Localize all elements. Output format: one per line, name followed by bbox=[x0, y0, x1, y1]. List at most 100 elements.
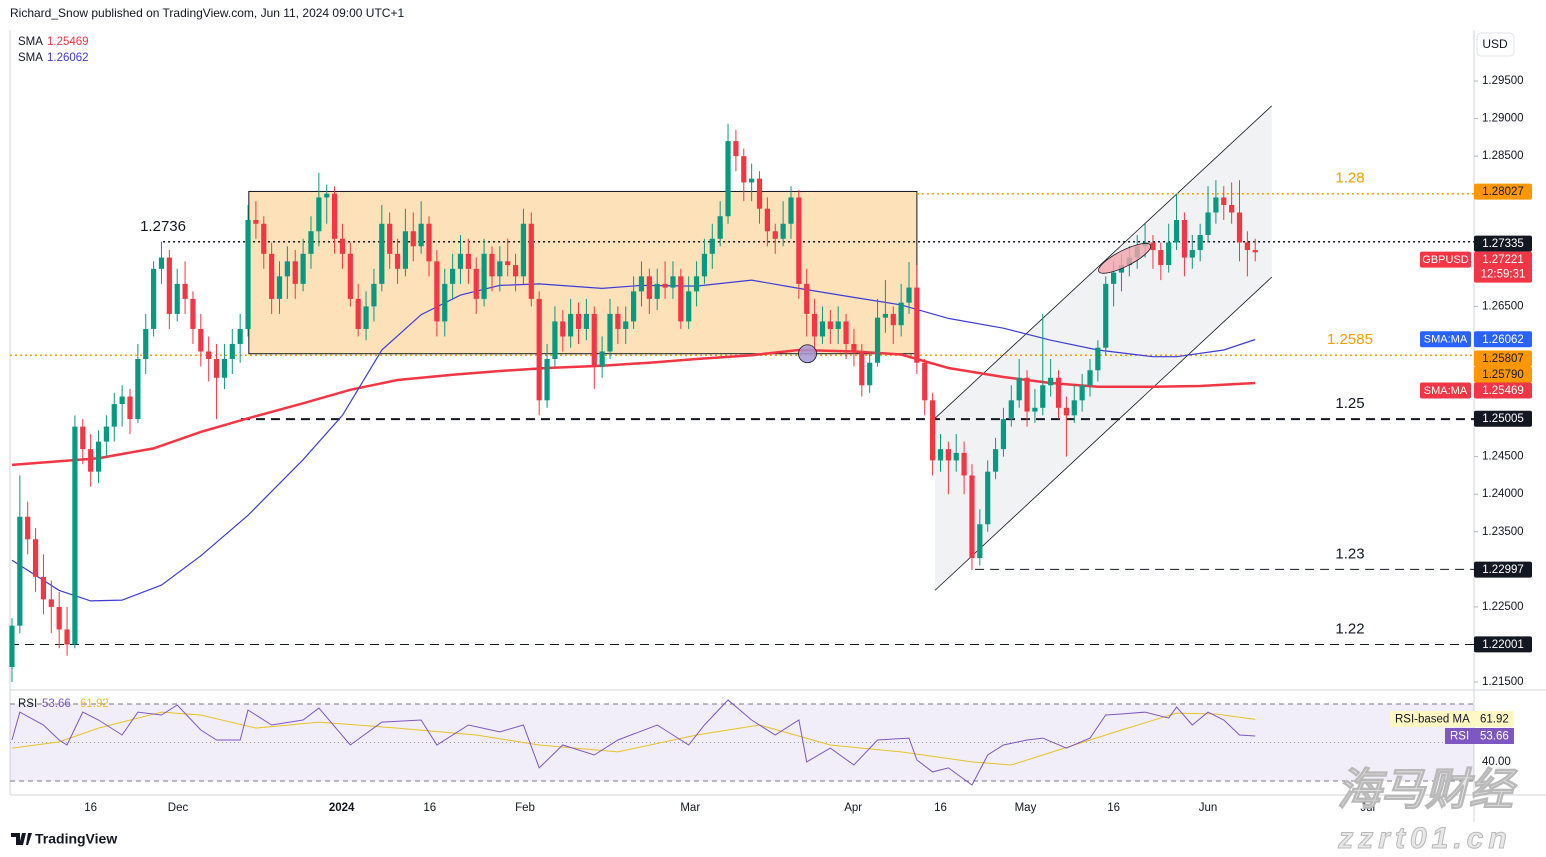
candle-body bbox=[1032, 407, 1038, 412]
candle-body bbox=[985, 471, 991, 525]
channel-line bbox=[934, 105, 1273, 419]
price-badge bbox=[1474, 382, 1532, 399]
candle-body bbox=[166, 257, 172, 314]
x-tick-label: Dec bbox=[168, 802, 189, 814]
candle-body bbox=[300, 253, 306, 284]
candle-body bbox=[1150, 242, 1156, 251]
candle-body bbox=[623, 321, 629, 329]
x-tick-label: Apr bbox=[844, 802, 862, 814]
candle-body bbox=[544, 358, 550, 401]
candle-body bbox=[961, 452, 967, 476]
candle-body bbox=[402, 231, 409, 269]
candle-body bbox=[835, 321, 841, 329]
candle-body bbox=[930, 400, 936, 461]
candle-body bbox=[111, 404, 117, 427]
candle-body bbox=[457, 253, 464, 269]
channel-fill bbox=[934, 105, 1272, 591]
candle-body bbox=[32, 539, 39, 577]
candle-body bbox=[190, 298, 196, 329]
candle-body bbox=[127, 396, 133, 420]
rsi-line bbox=[11, 699, 1256, 786]
candle-body bbox=[473, 268, 479, 299]
candle-body bbox=[1055, 377, 1062, 408]
candle-body bbox=[631, 291, 637, 322]
candle-body bbox=[442, 283, 448, 322]
rsi-legend-value: 53.66 bbox=[42, 698, 71, 710]
level-label: 1.2585 bbox=[1327, 331, 1373, 348]
currency-button[interactable] bbox=[1476, 32, 1515, 57]
price-badge bbox=[1474, 183, 1532, 200]
candle-body bbox=[756, 178, 763, 209]
candle-body bbox=[339, 238, 346, 254]
price-badge-value: 1.25807 bbox=[1482, 353, 1524, 365]
rsi-legend-ma: 61.92 bbox=[80, 698, 109, 710]
candle-body bbox=[536, 298, 542, 401]
candle-body bbox=[1024, 377, 1030, 412]
candle-body bbox=[709, 238, 715, 254]
y-tick-label: 1.23500 bbox=[1482, 526, 1524, 538]
badge-label: SMA:MA bbox=[1424, 334, 1468, 346]
rsi-badge-name: RSI bbox=[1450, 731, 1469, 743]
badge-label: GBPUSD bbox=[1422, 254, 1469, 266]
legend-value: 1.25469 bbox=[47, 36, 89, 48]
logo bbox=[11, 833, 32, 845]
candle-body bbox=[213, 358, 220, 378]
candle-body bbox=[568, 313, 574, 337]
x-tick-label: Feb bbox=[515, 802, 535, 814]
price-badge-countdown: 12:59:31 bbox=[1481, 269, 1526, 281]
candle-body bbox=[237, 328, 243, 344]
currency[interactable]: USD bbox=[1482, 37, 1508, 51]
candle-body bbox=[796, 197, 802, 284]
candle-body bbox=[292, 261, 298, 284]
candle-body bbox=[890, 313, 896, 326]
candle-body bbox=[615, 313, 621, 329]
candle-body bbox=[575, 313, 582, 329]
candle-body bbox=[88, 449, 94, 472]
candle-body bbox=[992, 449, 999, 472]
y-tick-label: 1.24500 bbox=[1482, 451, 1524, 463]
price-badge-value: 1.27221 bbox=[1482, 254, 1524, 266]
candle-body bbox=[17, 516, 23, 626]
y-tick-label: 1.29000 bbox=[1482, 113, 1524, 125]
candle-body bbox=[560, 321, 566, 337]
candle-body bbox=[308, 231, 314, 254]
candle-body bbox=[410, 231, 416, 247]
candle-body bbox=[72, 426, 78, 645]
candle-body bbox=[953, 452, 959, 461]
candle-body bbox=[48, 599, 54, 607]
candle-body bbox=[465, 253, 471, 269]
candle-body bbox=[646, 276, 652, 299]
candle-body bbox=[717, 216, 723, 239]
candle-body bbox=[158, 257, 165, 269]
candle-body bbox=[693, 276, 700, 292]
candle-body bbox=[701, 253, 708, 277]
candle-body bbox=[1229, 204, 1235, 213]
y-tick-label: 1.22500 bbox=[1482, 601, 1524, 613]
candle-body bbox=[583, 313, 589, 329]
y-tick-label: 1.29500 bbox=[1482, 75, 1524, 87]
candle-body bbox=[64, 629, 70, 645]
x-tick-label: Mar bbox=[680, 802, 700, 814]
candle-body bbox=[662, 283, 668, 288]
candle-body bbox=[25, 516, 31, 540]
x-tick-label: 2024 bbox=[329, 802, 355, 814]
y-tick-label: 1.26500 bbox=[1482, 300, 1524, 312]
candle-body bbox=[977, 524, 983, 559]
candle-body bbox=[347, 253, 353, 299]
rsi-ma-badge-box bbox=[1390, 711, 1514, 727]
candle-body bbox=[764, 208, 770, 232]
level-label: 1.23 bbox=[1335, 545, 1364, 562]
rsi-tick-label: 40.00 bbox=[1482, 756, 1511, 768]
candle-body bbox=[1071, 400, 1077, 416]
rsi-legend-name: RSI bbox=[18, 698, 37, 710]
candle-body bbox=[922, 362, 928, 401]
candle-body bbox=[363, 306, 369, 329]
candle-body bbox=[906, 287, 912, 303]
candle-body bbox=[1000, 419, 1007, 450]
candle-body bbox=[1252, 250, 1258, 253]
y-tick-label: 1.21500 bbox=[1482, 676, 1524, 688]
candle-body bbox=[819, 321, 826, 337]
level-label: 1.25 bbox=[1335, 395, 1364, 412]
candle-body bbox=[497, 261, 503, 277]
